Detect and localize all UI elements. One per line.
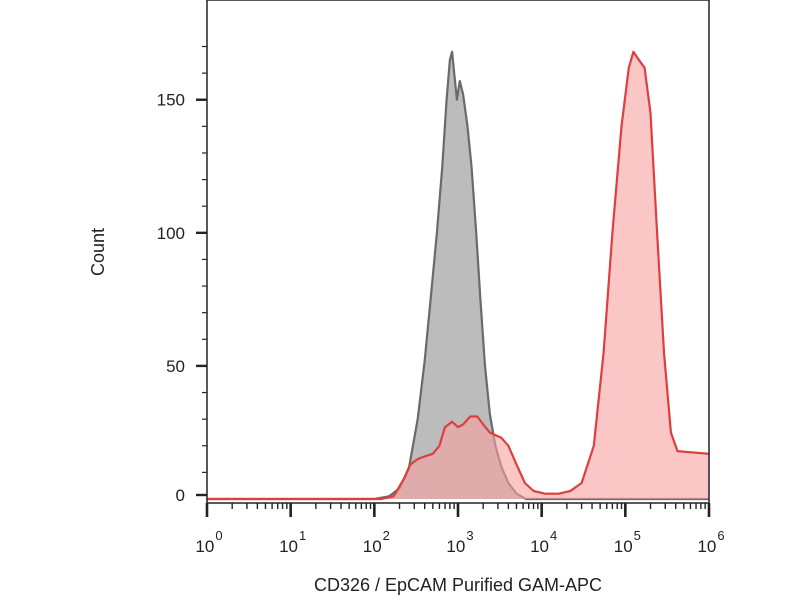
y-axis: 0 50 100 150 — [157, 45, 207, 505]
x-tick-label: 102 — [363, 528, 390, 556]
series-2-area — [207, 51, 709, 500]
y-tick-label: 150 — [157, 91, 185, 110]
x-tick-label: 106 — [697, 528, 724, 556]
series-2-line — [207, 50, 710, 501]
y-tick-label: 0 — [176, 486, 185, 505]
x-axis: 100 101 102 103 104 105 106 — [195, 503, 725, 556]
x-tick-label: 101 — [279, 528, 306, 556]
x-axis-title: CD326 / EpCAM Purified GAM-APC — [314, 575, 602, 595]
series-layer — [207, 50, 710, 501]
y-tick-label: 50 — [166, 357, 185, 376]
y-axis-title: Count — [88, 228, 108, 276]
x-tick-label: 104 — [530, 528, 557, 556]
x-tick-label: 103 — [446, 528, 473, 556]
y-tick-label: 100 — [157, 224, 185, 243]
series-1-area — [207, 51, 709, 500]
x-tick-label: 105 — [614, 528, 641, 556]
x-tick-label: 100 — [195, 528, 222, 556]
